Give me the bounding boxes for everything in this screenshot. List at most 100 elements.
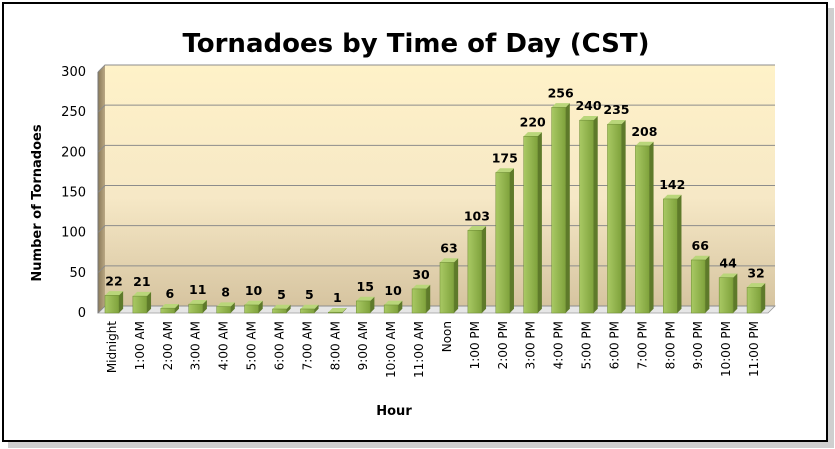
bar (300, 304, 319, 314)
x-tick-label: 10:00 AM (384, 321, 398, 378)
x-tick-label: 4:00 AM (217, 321, 231, 370)
data-label: 1 (333, 290, 342, 305)
bar (160, 303, 179, 314)
chart-title: Tornadoes by Time of Day (CST) (182, 29, 649, 59)
data-label: 6 (165, 286, 174, 301)
bar-top (663, 194, 682, 199)
bar-top (272, 304, 291, 309)
bar-side (649, 141, 654, 313)
y-tick-label: 50 (69, 266, 86, 281)
bar-side (174, 303, 179, 313)
bar-front (104, 295, 120, 314)
y-axis-label: Number of Tornadoes (30, 124, 45, 281)
bar-top (188, 299, 207, 305)
bar-side (593, 116, 598, 313)
bar-top (244, 300, 263, 305)
bar-top (384, 300, 403, 305)
bar-side (314, 304, 319, 313)
data-label: 10 (384, 283, 402, 298)
x-tick-label: 1:00 AM (133, 321, 147, 370)
data-label: 5 (305, 287, 314, 302)
x-tick-label: 9:00 AM (356, 321, 370, 370)
bar-side (761, 283, 766, 313)
bar-front (663, 198, 678, 314)
y-tick-label: 0 (78, 306, 86, 321)
bar-front (607, 123, 622, 314)
bar (411, 284, 431, 314)
bar-top (132, 291, 152, 297)
bar-front (746, 287, 762, 314)
bar-front (383, 304, 399, 314)
bar-front (467, 230, 483, 314)
bar-top (160, 303, 179, 309)
y-tick-label: 100 (61, 226, 86, 241)
data-label: 63 (440, 240, 457, 255)
bar-top (719, 273, 738, 278)
bar-front (216, 306, 231, 314)
x-tick-label: Noon (440, 321, 454, 352)
bar-front (272, 308, 287, 314)
bar-side (621, 120, 626, 314)
data-label: 5 (277, 287, 286, 302)
bar-side (118, 291, 124, 313)
x-tick-label: 11:00 AM (412, 321, 426, 378)
bar-side (398, 300, 403, 313)
data-label: 256 (548, 85, 574, 100)
bar (579, 116, 598, 314)
bar-side (146, 291, 152, 313)
bar (746, 283, 766, 314)
data-label: 21 (133, 274, 150, 289)
bar (523, 132, 542, 314)
bar-side (370, 296, 375, 313)
bar-front (551, 107, 566, 314)
data-label: 22 (105, 273, 122, 288)
bar-top (607, 120, 626, 125)
bar-top (300, 304, 319, 309)
bar-top (104, 291, 124, 296)
bar (188, 299, 207, 314)
bar-top (412, 284, 431, 289)
data-label: 30 (412, 267, 430, 282)
bar-top (467, 226, 487, 231)
y-tick-label: 250 (61, 105, 86, 120)
x-axis-label: Hour (376, 404, 412, 419)
bar-top (691, 255, 710, 260)
data-label: 11 (189, 282, 206, 297)
x-tick-label: 6:00 AM (272, 321, 286, 370)
bar (607, 120, 626, 314)
bar-side (481, 226, 487, 313)
x-tick-label: 4:00 PM (552, 321, 566, 369)
bar (244, 300, 263, 314)
data-label: 32 (747, 265, 764, 280)
x-tick-label: 7:00 PM (635, 321, 649, 369)
bar-top (328, 307, 347, 313)
bar-side (565, 103, 570, 313)
x-tick-label: Midnight (105, 321, 119, 373)
bar-front (579, 119, 594, 314)
x-tick-label: 3:00 AM (189, 321, 203, 370)
bar-front (328, 311, 343, 314)
y-tick-label: 200 (61, 145, 86, 160)
bar (718, 273, 738, 314)
x-tick-label: 5:00 AM (245, 321, 259, 370)
x-tick-label: 8:00 PM (663, 321, 677, 369)
x-tick-label: 1:00 PM (468, 321, 482, 369)
bar-front (523, 136, 538, 314)
bar-front (439, 262, 455, 314)
data-label: 235 (603, 102, 629, 117)
bar (467, 226, 487, 314)
data-label: 220 (520, 114, 546, 129)
data-label: 8 (221, 285, 230, 300)
bar (439, 258, 459, 314)
data-label: 10 (245, 283, 263, 298)
bar-front (690, 259, 706, 314)
bar-front (244, 304, 259, 314)
x-tick-label: 9:00 PM (691, 321, 705, 369)
bar-top (523, 132, 542, 137)
data-label: 44 (719, 256, 737, 271)
bar-side (426, 284, 431, 313)
x-tick-label: 8:00 AM (328, 321, 342, 370)
bar-top (356, 296, 375, 301)
data-label: 66 (692, 238, 710, 253)
